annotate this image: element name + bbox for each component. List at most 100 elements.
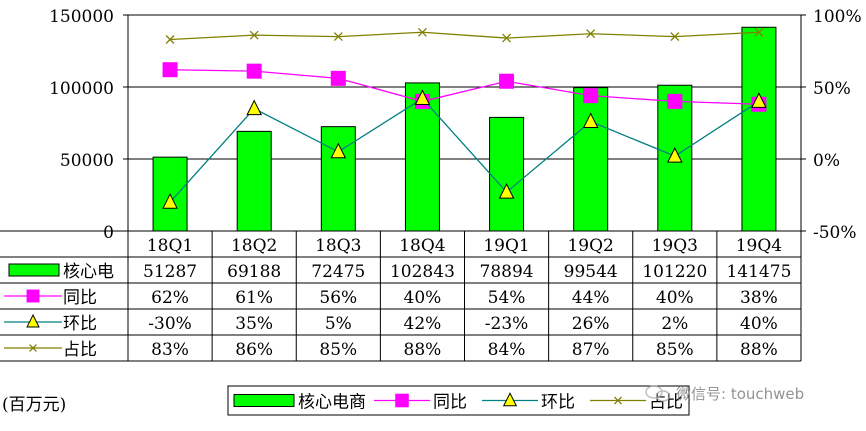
table-cell: 2% <box>661 314 688 334</box>
y-tick-label-left: 0 <box>103 223 114 243</box>
table-cell: 141475 <box>726 262 791 282</box>
table-cell: 40% <box>404 288 442 308</box>
x-marker <box>29 344 37 352</box>
legend: 核心电商 同比 环比 占比 <box>227 385 690 416</box>
legend-key-bar <box>233 394 295 407</box>
axes: 150000 100000 50000 0 100% 50% 0% -50% <box>49 7 862 243</box>
table-cell: 44% <box>572 288 610 308</box>
table-row-label: 核心电 <box>63 262 114 282</box>
table-cell: 69188 <box>227 262 281 282</box>
table-row-key <box>4 313 62 328</box>
bar-series <box>152 26 777 232</box>
table-cell: 85% <box>656 340 694 360</box>
table-cell: 54% <box>488 288 526 308</box>
table-cell: 51287 <box>143 262 197 282</box>
table-row-key <box>4 344 62 352</box>
triangle-marker <box>330 142 347 159</box>
table-cell: 88% <box>404 340 442 360</box>
table-cell: 88% <box>740 340 778 360</box>
legend-item: 同比 <box>374 393 467 413</box>
triangle-marker <box>26 313 40 328</box>
watermark: 微信号: touchweb <box>645 385 804 403</box>
table-cell: 42% <box>404 314 442 334</box>
table-cell: 62% <box>151 288 189 308</box>
x-marker <box>502 33 512 43</box>
bar <box>489 116 525 232</box>
legend-label: 同比 <box>433 393 467 413</box>
x-marker <box>670 32 680 42</box>
x-marker <box>417 27 427 37</box>
table-row-key <box>8 263 60 277</box>
square-marker <box>26 289 40 303</box>
legend-label: 环比 <box>541 393 575 413</box>
table-cell: 83% <box>151 340 189 360</box>
table-cell: 84% <box>488 340 526 360</box>
legend-label: 核心电商 <box>298 393 366 413</box>
triangle-marker <box>498 183 515 199</box>
bar <box>657 84 693 232</box>
table-cell: 86% <box>235 340 273 360</box>
watermark-text: 微信号: touchweb <box>676 385 804 403</box>
square-marker <box>395 393 409 408</box>
square-marker <box>330 70 346 86</box>
bar <box>236 130 272 232</box>
y-tick-label-right: 100% <box>813 7 862 27</box>
legend-item: 环比 <box>482 392 575 413</box>
y-tick-label-right: 0% <box>813 151 840 171</box>
y-tick-label-left: 100000 <box>49 79 114 99</box>
table-cell: 40% <box>656 288 694 308</box>
x-marker <box>249 30 259 40</box>
table-cell: 38% <box>740 288 778 308</box>
x-marker <box>586 29 596 39</box>
table-cell: 102843 <box>390 262 455 282</box>
table-cell: -30% <box>148 314 192 334</box>
x-tick-label: 19Q4 <box>736 236 782 256</box>
bar <box>741 26 777 232</box>
x-marker <box>333 32 343 42</box>
gridlines <box>128 14 801 232</box>
table-row-label: 占比 <box>63 340 97 360</box>
square-marker <box>246 63 262 79</box>
table-row-label: 同比 <box>63 288 97 308</box>
line-series <box>162 27 767 209</box>
table-cell: 40% <box>740 314 778 334</box>
data-table: 18Q1 18Q2 18Q3 18Q4 19Q1 19Q2 19Q3 19Q4 核心电 51287… <box>0 230 802 362</box>
triangle-marker <box>246 99 262 116</box>
legend-box <box>227 385 690 416</box>
table-cell: 87% <box>572 340 610 360</box>
y-tick-label-left: 50000 <box>60 151 114 171</box>
legend-item: 核心电商 <box>233 393 366 413</box>
x-tick-label: 18Q4 <box>399 236 445 256</box>
square-marker <box>499 73 515 89</box>
triangle-marker <box>667 147 683 163</box>
series-line <box>170 31 759 41</box>
table-cell: 26% <box>572 314 610 334</box>
table-cell: 35% <box>235 314 273 334</box>
table-cell: 72475 <box>311 262 365 282</box>
x-tick-label: 19Q3 <box>652 236 698 256</box>
table-cell: 5% <box>325 314 352 334</box>
triangle-marker <box>502 392 518 407</box>
table-cell: 99544 <box>564 262 618 282</box>
bar <box>573 87 609 232</box>
x-tick-label: 19Q1 <box>483 236 529 256</box>
x-marker <box>754 27 764 37</box>
table-row-label: 环比 <box>63 314 97 334</box>
x-tick-label: 18Q3 <box>315 236 361 256</box>
legend-key-bar <box>8 263 60 277</box>
table-cell: 56% <box>319 288 357 308</box>
square-marker <box>583 88 599 104</box>
y-tick-label-left: 150000 <box>49 7 114 27</box>
table-cell: 85% <box>319 340 357 360</box>
wechat-icon <box>645 385 671 402</box>
x-tick-label: 18Q1 <box>147 236 193 256</box>
series-line <box>169 97 760 203</box>
y-tick-label-right: -50% <box>813 223 857 243</box>
bar <box>320 126 356 232</box>
unit-label: (百万元) <box>2 395 66 415</box>
triangle-marker <box>751 92 767 108</box>
table-cell: -23% <box>485 314 529 334</box>
table-cell: 61% <box>235 288 273 308</box>
x-marker <box>165 35 175 44</box>
series-line <box>170 69 759 105</box>
